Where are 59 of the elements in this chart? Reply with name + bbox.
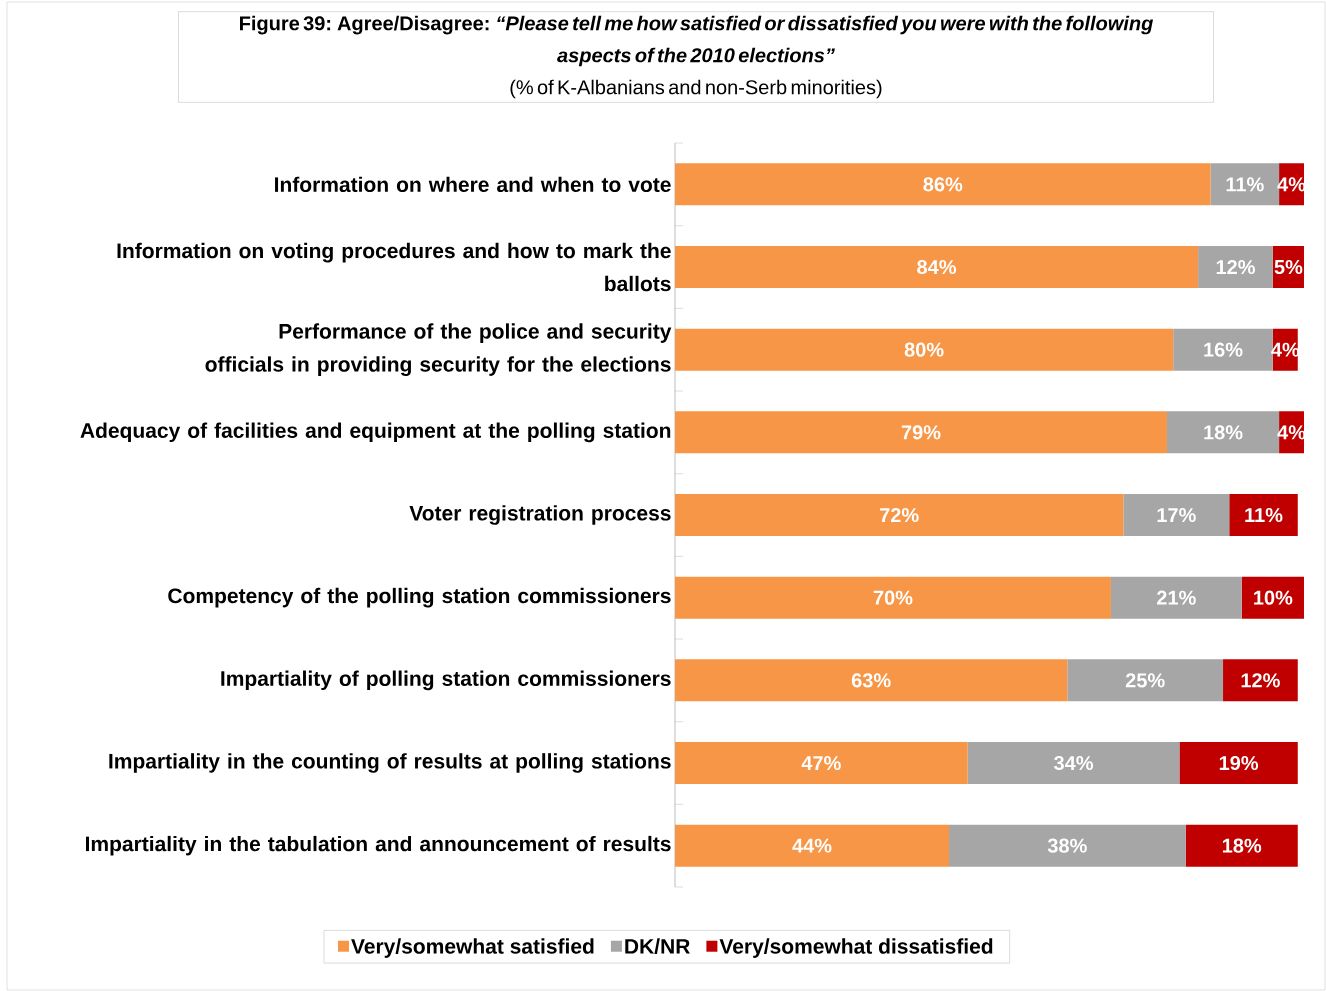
bar <box>949 824 1186 867</box>
bar <box>1185 824 1298 867</box>
data-label: 84% <box>917 259 957 275</box>
bar <box>1110 576 1242 619</box>
data-label: 18% <box>1204 425 1243 440</box>
bar <box>1198 246 1273 289</box>
data-label: 17% <box>1157 507 1196 523</box>
y-tick-label: Information on voting procedures and how to mark the ballots <box>117 242 671 292</box>
bar <box>675 246 1199 289</box>
data-label: 11% <box>1245 507 1283 523</box>
bar <box>675 742 968 785</box>
y-tick-label: Competency of the polling station commissioners <box>168 587 671 608</box>
data-label: 80% <box>904 342 944 357</box>
data-label: 12% <box>1241 673 1280 688</box>
data-label: 19% <box>1219 755 1259 771</box>
y-tick-label: Impartiality in the tabulation and announcement of results <box>86 835 671 856</box>
data-label: 34% <box>1054 755 1094 771</box>
y-tick-label: Impartiality of polling station commissioners <box>221 670 671 691</box>
data-label: 18% <box>1222 838 1262 853</box>
data-label: 5% <box>1274 259 1303 275</box>
legend-label: Very/somewhat dissatisfied <box>719 938 993 958</box>
data-label: 86% <box>923 177 963 192</box>
chart-title: Figure 39: Agree/Disagree: “Please tell me how satisfied or dissatisfied you were with the following aspects of the 2010 elections” <box>240 15 1153 67</box>
bar <box>1173 328 1273 371</box>
bar <box>675 576 1111 619</box>
bar <box>1241 576 1304 619</box>
data-label: 21% <box>1157 590 1196 605</box>
bar <box>675 411 1167 454</box>
bar <box>1223 659 1298 702</box>
data-label: 70% <box>873 590 913 605</box>
bar <box>675 824 950 867</box>
bar <box>1123 494 1230 537</box>
bar <box>967 742 1180 785</box>
y-tick-label: Performance of the police and security officials in providing security for the elections <box>205 323 672 377</box>
y-tick-label: Information on where and when to vote <box>275 176 671 193</box>
bar <box>1179 742 1298 785</box>
legend-label: DK/NR <box>625 938 690 954</box>
data-label: 10% <box>1254 590 1293 605</box>
y-tick-label: Adequacy of facilities and equipment at the polling station <box>80 422 671 443</box>
bar <box>675 659 1068 702</box>
data-label: 72% <box>880 507 919 523</box>
chart-subtitle: (% of K-Albanians and non-Serb minorities) <box>510 79 882 99</box>
bar <box>1067 659 1224 702</box>
y-tick-label: Impartiality in the counting of results at polling stations <box>109 753 671 773</box>
data-label: 12% <box>1216 259 1255 275</box>
data-label: 38% <box>1047 838 1087 853</box>
bar <box>675 328 1174 371</box>
bar <box>675 494 1124 537</box>
data-label: 79% <box>901 425 941 440</box>
data-label: 11% <box>1226 177 1264 192</box>
data-label: 44% <box>792 838 832 853</box>
data-label: 47% <box>801 755 841 771</box>
legend-label: Very/somewhat satisfied <box>351 938 594 958</box>
data-label: 25% <box>1125 673 1165 688</box>
data-label: 16% <box>1204 342 1243 357</box>
y-tick-label: Voter registration process <box>409 505 671 525</box>
data-label: 63% <box>851 673 891 688</box>
bar <box>1229 494 1298 537</box>
bar <box>675 163 1211 206</box>
